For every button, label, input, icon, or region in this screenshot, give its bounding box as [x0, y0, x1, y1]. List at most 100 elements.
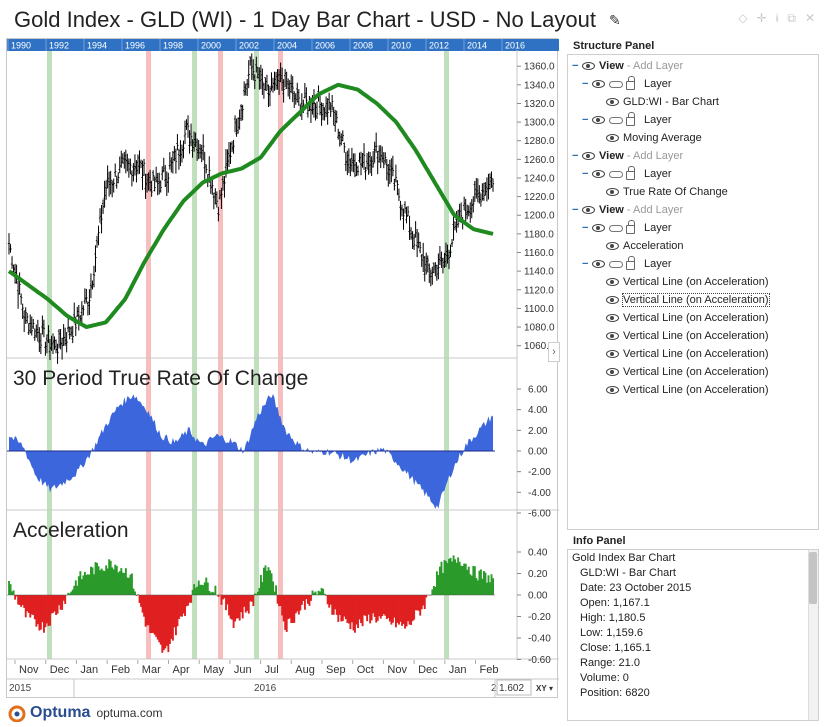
accel-bar-positive[interactable]: [446, 563, 449, 595]
accel-bar-negative[interactable]: [174, 595, 177, 636]
accel-bar-positive[interactable]: [73, 585, 76, 595]
accel-bar-negative[interactable]: [39, 595, 42, 630]
accel-bar-positive[interactable]: [93, 574, 95, 595]
accel-bar-positive[interactable]: [200, 584, 203, 595]
accel-bar-positive[interactable]: [451, 561, 454, 595]
accel-bar-negative[interactable]: [282, 595, 285, 622]
accel-bar-negative[interactable]: [20, 595, 23, 607]
accel-bar-negative[interactable]: [226, 595, 229, 605]
tree-tool-row[interactable]: Vertical Line (on Acceleration): [606, 363, 769, 381]
accel-bar-negative[interactable]: [38, 595, 41, 631]
accel-bar-positive[interactable]: [253, 593, 256, 595]
accel-bar-positive[interactable]: [108, 559, 111, 595]
tree-layer-row[interactable]: − Layer: [582, 255, 672, 273]
accel-bar-negative[interactable]: [308, 595, 311, 606]
accel-bar-positive[interactable]: [437, 575, 440, 595]
accel-bar-positive[interactable]: [272, 581, 274, 595]
eye-icon[interactable]: [582, 62, 595, 70]
info-icon[interactable]: ɨ: [775, 11, 779, 25]
accel-bar-negative[interactable]: [393, 595, 396, 618]
accel-bar-positive[interactable]: [206, 582, 209, 595]
eye-icon[interactable]: [606, 332, 619, 340]
accel-bar-negative[interactable]: [182, 595, 185, 614]
tree-tool-row[interactable]: Vertical Line (on Acceleration): [606, 291, 770, 309]
accel-bar-positive[interactable]: [455, 562, 458, 595]
accel-bar-negative[interactable]: [30, 595, 33, 615]
accel-bar-negative[interactable]: [59, 595, 62, 610]
accel-bar-positive[interactable]: [464, 563, 467, 595]
accel-bar-positive[interactable]: [479, 569, 482, 595]
accel-bar-positive[interactable]: [469, 574, 472, 595]
tree-tool-row[interactable]: Acceleration: [606, 237, 684, 255]
price-readout-box[interactable]: [496, 679, 532, 696]
accel-bar-negative[interactable]: [228, 595, 230, 616]
accel-bar-negative[interactable]: [247, 595, 250, 614]
accel-bar-negative[interactable]: [46, 595, 48, 624]
accel-bar-negative[interactable]: [413, 595, 416, 620]
accel-bar-positive[interactable]: [431, 589, 434, 595]
accel-bar-positive[interactable]: [476, 580, 479, 595]
accel-bar-negative[interactable]: [364, 595, 367, 616]
accel-bar-positive[interactable]: [458, 561, 461, 595]
accel-bar-negative[interactable]: [235, 595, 238, 619]
accel-bar-negative[interactable]: [49, 595, 51, 626]
accel-bar-negative[interactable]: [244, 595, 247, 613]
accel-bar-negative[interactable]: [234, 595, 237, 622]
chart-area[interactable]: 1990 1992 1994 1996 1998 2000 2002 2004 2006 2008…: [6, 38, 559, 698]
accel-bar-positive[interactable]: [452, 555, 455, 595]
add-layer-link[interactable]: - Add Layer: [626, 60, 684, 72]
accel-bar-positive[interactable]: [127, 577, 130, 595]
accel-bar-positive[interactable]: [481, 578, 484, 595]
accel-bar-positive[interactable]: [11, 591, 14, 595]
accel-bar-positive[interactable]: [264, 565, 267, 595]
accel-bar-negative[interactable]: [178, 595, 180, 619]
accel-bar-negative[interactable]: [350, 595, 353, 623]
accel-bar-negative[interactable]: [363, 595, 366, 616]
accel-bar-positive[interactable]: [266, 570, 268, 595]
accel-bar-positive[interactable]: [91, 567, 94, 595]
accel-bar-positive[interactable]: [473, 566, 476, 595]
accel-bar-negative[interactable]: [340, 595, 343, 622]
accel-bar-negative[interactable]: [385, 595, 388, 620]
accel-bar-positive[interactable]: [435, 571, 438, 595]
accel-bar-negative[interactable]: [338, 595, 341, 616]
accel-bar-negative[interactable]: [293, 595, 296, 623]
accel-bar-positive[interactable]: [85, 574, 88, 595]
accel-bar-positive[interactable]: [97, 566, 100, 595]
accel-bar-negative[interactable]: [165, 595, 168, 646]
accel-bar-negative[interactable]: [334, 595, 337, 610]
info-scrollbar[interactable]: [808, 550, 818, 720]
accel-bar-negative[interactable]: [372, 595, 375, 614]
accel-bar-positive[interactable]: [118, 571, 121, 595]
accel-bar-negative[interactable]: [14, 595, 17, 600]
accel-bar-positive[interactable]: [470, 575, 473, 595]
accel-bar-positive[interactable]: [490, 574, 493, 595]
moving-average-line[interactable]: [7, 82, 494, 329]
collapse-icon[interactable]: −: [582, 222, 589, 234]
eye-icon[interactable]: [592, 224, 605, 232]
accel-bar-positive[interactable]: [478, 570, 481, 595]
accel-bar-positive[interactable]: [126, 577, 129, 595]
accel-bar-positive[interactable]: [83, 571, 86, 595]
accel-bar-positive[interactable]: [109, 560, 112, 595]
accel-bar-positive[interactable]: [76, 585, 79, 595]
accel-bar-negative[interactable]: [135, 595, 138, 596]
accel-bar-negative[interactable]: [423, 595, 426, 610]
accel-bar-negative[interactable]: [303, 595, 306, 610]
restore-icon[interactable]: ⧉: [787, 11, 796, 25]
accel-bar-positive[interactable]: [275, 585, 278, 595]
accel-bar-negative[interactable]: [287, 595, 290, 620]
accel-bar-negative[interactable]: [404, 595, 406, 629]
accel-bar-negative[interactable]: [27, 595, 30, 613]
accel-bar-positive[interactable]: [12, 590, 15, 595]
link-icon[interactable]: [609, 80, 623, 88]
accel-bar-positive[interactable]: [475, 578, 478, 595]
accel-bar-negative[interactable]: [332, 595, 335, 615]
accel-bar-negative[interactable]: [276, 595, 279, 604]
accel-bar-negative[interactable]: [284, 595, 287, 630]
accel-bar-negative[interactable]: [252, 595, 255, 607]
accel-bar-negative[interactable]: [141, 595, 144, 613]
vertical-line-red[interactable]: [278, 51, 283, 659]
eye-icon[interactable]: [606, 314, 619, 322]
accel-bar-negative[interactable]: [296, 595, 299, 612]
